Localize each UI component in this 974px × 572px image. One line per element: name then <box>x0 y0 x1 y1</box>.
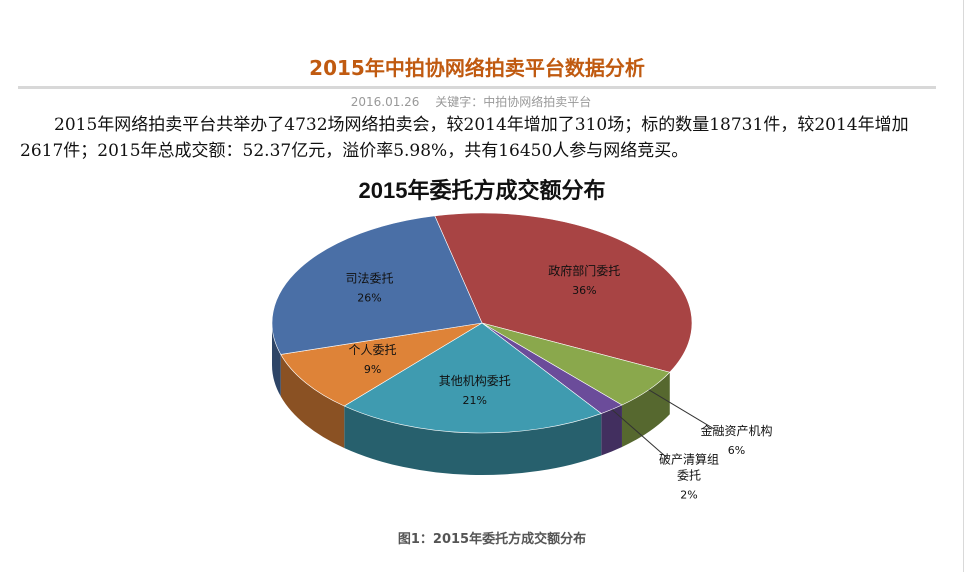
article-keywords[interactable]: 关键字：中拍协网络拍卖平台 <box>435 95 592 109</box>
pie-label-5: 个人委托 9% <box>349 343 397 376</box>
pie-side-6 <box>272 323 281 397</box>
leader-line-3 <box>611 409 668 459</box>
pie-slice-5 <box>280 322 483 407</box>
article-paragraph: 2015年网络拍卖平台共举办了4732场网络拍卖会，较2014年增加了310场；… <box>20 115 909 161</box>
pie-label-1: 政府部门委托 36% <box>548 263 620 297</box>
pie-slice-1 <box>434 212 693 373</box>
pie-side-3 <box>601 405 622 456</box>
pie-chart: 2015年委托方成交额分布 政府部门委托 36% 金融资产机构 6%破产清算组委托 2%… <box>271 178 772 502</box>
pie-label-4: 其他机构委托 21% <box>439 373 511 407</box>
pie-side-4 <box>344 406 602 476</box>
title-divider <box>18 86 936 89</box>
pie-side-5 <box>280 354 345 449</box>
pie-slice-4 <box>343 322 602 434</box>
pie-label-3: 破产清算组委托 2% <box>659 452 719 502</box>
pie-label-2: 金融资产机构 6% <box>700 423 772 457</box>
page-edge-line <box>963 0 964 572</box>
article-title: 2015年中拍协网络拍卖平台数据分析 <box>309 56 645 80</box>
article-meta: 2016.01.26 关键字：中拍协网络拍卖平台 <box>0 93 942 110</box>
article-date: 2016.01.26 <box>350 95 420 109</box>
chart-title: 2015年委托方成交额分布 <box>359 178 606 203</box>
pie-label-6: 司法委托 26% <box>345 272 393 305</box>
figure-caption: 图1：2015年委托方成交额分布 <box>397 532 587 547</box>
pie-slice-6 <box>271 215 483 355</box>
leader-line-2 <box>648 389 715 430</box>
